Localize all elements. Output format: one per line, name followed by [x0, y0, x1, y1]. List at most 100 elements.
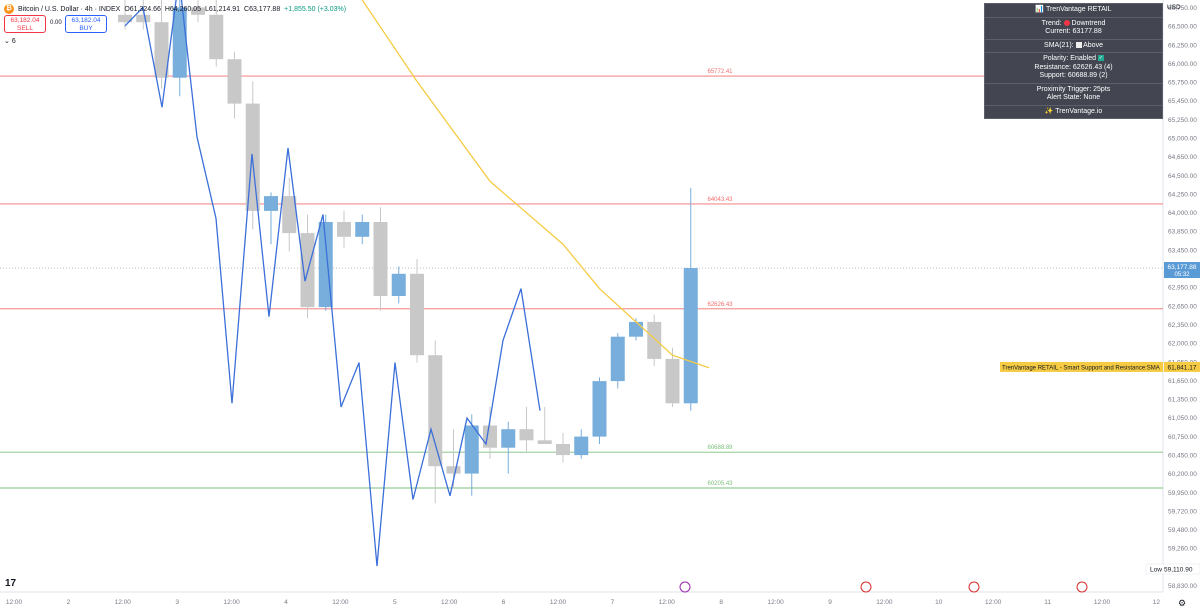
panel-sma-row: SMA(21): Above	[985, 40, 1162, 53]
candle-body	[209, 14, 224, 60]
y-tick-label: 59,950.00	[1168, 490, 1197, 497]
candle-body	[154, 22, 169, 78]
panel-alert-row: Proximity Trigger: 25pts Alert State: No…	[985, 84, 1162, 106]
y-tick-label: 65,250.00	[1168, 117, 1197, 124]
x-tick-label: 9	[828, 599, 832, 606]
sr-level-label: 65772.41	[707, 69, 733, 75]
sma-state: Above	[1083, 41, 1103, 49]
buy-button[interactable]: 63,182.04 BUY	[65, 15, 107, 33]
y-tick-label: 59,480.00	[1168, 527, 1197, 534]
polarity-text: Polarity: Enabled	[1043, 55, 1096, 62]
y-tick-label: 64,000.00	[1168, 210, 1197, 217]
y-tick-label: 64,250.00	[1168, 191, 1197, 198]
x-tick-label: 7	[611, 599, 615, 606]
candle-body	[373, 222, 388, 296]
y-tick-label: 64,500.00	[1168, 173, 1197, 180]
x-tick-label: 12:00	[876, 599, 893, 606]
x-tick-label: 12:00	[441, 599, 458, 606]
panel-trend-row: Trend: Downtrend Current: 63177.88	[985, 18, 1162, 40]
panel-title-row: 📊 TrenVantage RETAIL	[985, 4, 1162, 18]
sell-price: 63,182.04	[10, 17, 40, 24]
candle-body	[118, 14, 132, 23]
low-marker-label: Low	[1150, 566, 1162, 573]
sma-line	[361, 0, 710, 369]
check-icon: ✓	[1097, 55, 1104, 62]
sma-value-tag	[1164, 361, 1200, 372]
candle-body	[136, 14, 151, 23]
indicator-count: 6	[11, 38, 16, 45]
x-tick-label: 6	[502, 599, 506, 606]
last-price-value: 63,177.88	[1168, 264, 1197, 271]
candle-body	[556, 444, 570, 456]
sr-level-label: 62626.43	[707, 302, 733, 308]
resistance-text: Resistance: 62626.43 (4)	[1034, 63, 1113, 71]
x-tick-label: 12:00	[332, 599, 349, 606]
sell-button[interactable]: 63,182.04 SELL	[4, 15, 46, 33]
sma-name-tag	[1000, 361, 1163, 372]
candle-body	[665, 358, 680, 404]
candle-body	[282, 196, 297, 234]
ohlc-close: C63,177.88	[244, 5, 281, 13]
y-tick-label: 66,500.00	[1168, 24, 1197, 31]
candle-body	[592, 381, 607, 437]
candle-body	[172, 7, 187, 78]
x-tick-label: 12:00	[115, 599, 132, 606]
trend-value: Downtrend	[1071, 19, 1106, 27]
x-tick-label: 5	[393, 599, 397, 606]
y-tick-label: 62,350.00	[1168, 322, 1197, 329]
x-tick-label: 3	[175, 599, 179, 606]
x-tick-label: 4	[284, 599, 288, 606]
panel-title: TrenVantage RETAIL	[1045, 6, 1112, 13]
y-tick-label: 65,450.00	[1168, 98, 1197, 105]
currency-selector[interactable]: USD	[1167, 4, 1181, 11]
candle-body	[355, 222, 370, 237]
proximity-text: Proximity Trigger: 25pts	[1036, 85, 1111, 93]
buy-price: 63,182.04	[71, 17, 101, 24]
y-tick-label: 61,350.00	[1168, 397, 1197, 404]
ohlc-values: O61,324.66 H64,260.05 L61,214.91 C63,177…	[124, 6, 348, 13]
indicators-collapse-toggle[interactable]: ⌄ 6	[4, 38, 16, 45]
candle-body	[501, 429, 516, 448]
ohlc-change: +1,855.50 (+3.03%)	[284, 5, 347, 13]
y-tick-label: 59,720.00	[1168, 508, 1197, 515]
sma-value-label: 61,841.17	[1168, 364, 1197, 371]
x-tick-label: 12:00	[659, 599, 676, 606]
y-tick-label: 63,850.00	[1168, 229, 1197, 236]
x-tick-label: 12	[1153, 599, 1161, 606]
us-flag-event-icon[interactable]	[968, 581, 980, 593]
sell-label: SELL	[17, 25, 33, 32]
x-tick-label: 12:00	[6, 599, 23, 606]
candle-body	[446, 466, 461, 474]
panel-polarity-row: Polarity: Enabled ✓ Resistance: 62626.43…	[985, 53, 1162, 84]
low-marker-tag	[1145, 563, 1200, 575]
candle-body	[264, 196, 278, 211]
x-tick-label: 10	[935, 599, 943, 606]
sr-level-label: 60205.43	[707, 481, 733, 487]
ohlc-open: O61,324.66	[124, 5, 161, 13]
panel-footer-row: ✨ TrenVantage.io	[1044, 107, 1103, 115]
candle-body	[428, 355, 443, 467]
us-flag-event-icon[interactable]	[1076, 581, 1088, 593]
bar-countdown: 05:32	[1174, 272, 1190, 278]
low-marker-value: 59,110.90	[1164, 566, 1193, 573]
y-tick-label: 64,650.00	[1168, 154, 1197, 161]
sma-name-label: TrenVantage RETAIL - Smart Support and R…	[1002, 365, 1160, 371]
y-tick-label: 60,450.00	[1168, 452, 1197, 459]
panel-footer: TrenVantage.io	[1055, 107, 1103, 115]
symbol-title[interactable]: Bitcoin / U.S. Dollar · 4h · INDEX	[18, 5, 121, 13]
us-flag-event-icon[interactable]	[860, 581, 872, 593]
y-tick-label: 66,750.00	[1168, 5, 1197, 12]
candle-body	[191, 7, 205, 15]
ohlc-low: L61,214.91	[205, 5, 241, 13]
ohlc-high: H64,260.05	[164, 5, 202, 13]
x-tick-label: 12:00	[223, 599, 240, 606]
tradingview-logo-icon[interactable]: 17	[5, 578, 17, 589]
settings-gear-icon[interactable]: ⚙	[1178, 598, 1187, 608]
x-tick-label: 11	[1044, 599, 1051, 606]
y-tick-label: 62,950.00	[1168, 285, 1197, 292]
dividend-event-icon[interactable]	[679, 581, 691, 593]
buy-label: BUY	[79, 25, 93, 32]
y-tick-label: 65,750.00	[1168, 80, 1197, 87]
sma-label: SMA(21):	[1044, 41, 1074, 49]
